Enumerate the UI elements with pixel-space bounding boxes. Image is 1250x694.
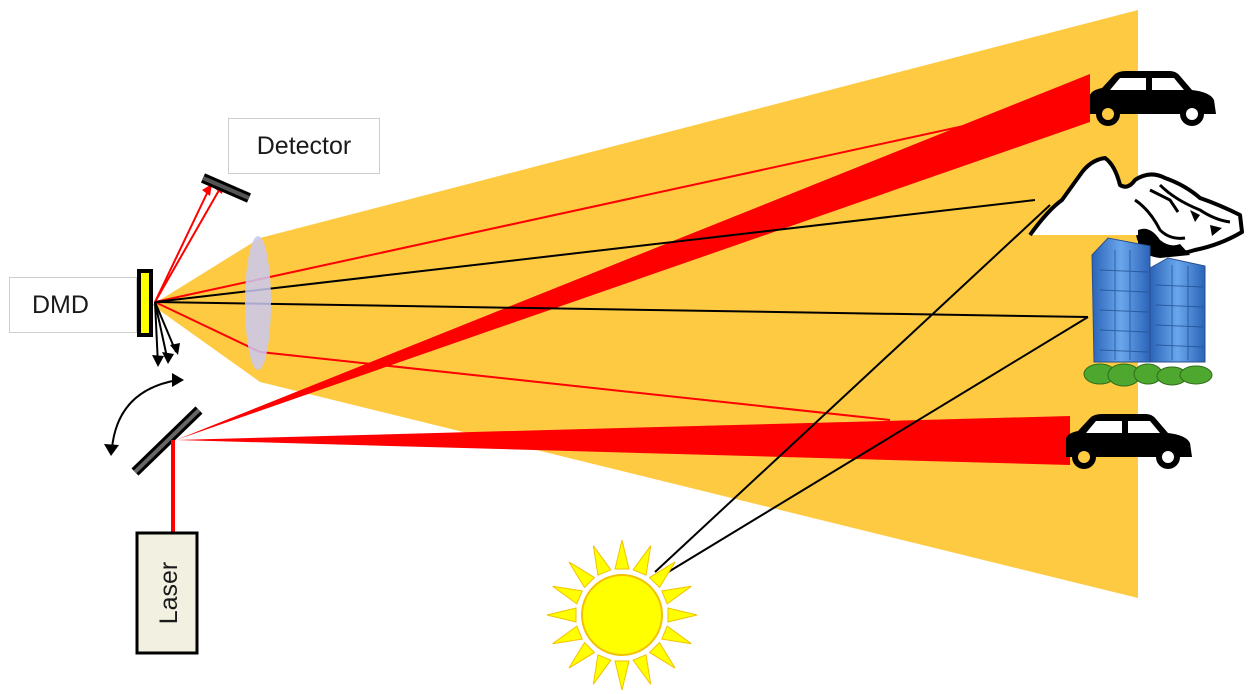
mountain-icon bbox=[1028, 156, 1244, 258]
car-icon bbox=[1066, 414, 1192, 469]
detector-label: Detector bbox=[228, 118, 380, 174]
dmd-label: DMD bbox=[9, 277, 137, 333]
buildings-icon bbox=[1083, 237, 1213, 387]
lens bbox=[245, 236, 271, 370]
laser-box bbox=[135, 531, 199, 655]
sun-icon bbox=[546, 539, 698, 691]
rotation-arrow-icon bbox=[104, 373, 184, 456]
laser-beam-upper bbox=[176, 74, 1090, 440]
ambient-rays-black bbox=[154, 199, 1089, 578]
bushes bbox=[1083, 363, 1213, 387]
dmd-device bbox=[137, 269, 153, 337]
laser-beam-lower bbox=[176, 416, 1070, 465]
car-icon bbox=[1090, 71, 1216, 126]
laser-label: Laser bbox=[154, 561, 183, 625]
return-rays-red bbox=[154, 116, 1006, 421]
dmd-arrowheads bbox=[152, 343, 180, 367]
